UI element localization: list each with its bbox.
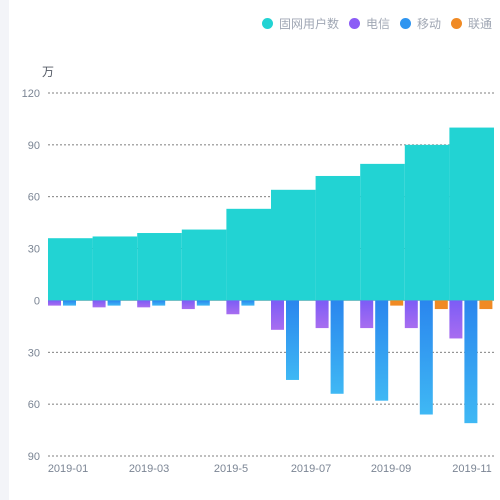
bar-fixed-network (181, 229, 227, 301)
y-tick-label: 90 (28, 451, 40, 463)
legend-item-unicom[interactable]: 联通 (450, 15, 492, 32)
y-tick-label: 0 (34, 295, 40, 307)
bar-unicom (390, 300, 404, 306)
bar-mobile (241, 300, 255, 306)
bar-mobile (330, 300, 344, 394)
chart-legend: 固网用户数 电信 移动 联通 (252, 15, 492, 32)
bar-mobile (419, 300, 433, 415)
bar-telecom (92, 300, 106, 308)
legend-label-unicom: 联通 (467, 17, 492, 31)
legend-label-fixed-network: 固网用户数 (278, 17, 339, 31)
legend-item-fixed-network[interactable]: 固网用户数 (261, 15, 339, 32)
y-tick-label: 30 (28, 347, 40, 359)
bar-unicom (434, 300, 448, 310)
legend-swatch-mobile (399, 18, 411, 29)
bar-fixed-network (449, 127, 494, 301)
y-tick-label: 120 (22, 88, 40, 100)
bar-mobile (375, 300, 389, 401)
x-tick-label: 2019-09 (371, 463, 411, 475)
bar-fixed-network (92, 236, 138, 301)
y-tick-label: 30 (28, 244, 40, 256)
x-tick-label: 2019-03 (129, 463, 169, 475)
bar-telecom (404, 300, 418, 329)
bar-telecom (48, 300, 61, 306)
left-panel-edge (0, 0, 9, 500)
bar-telecom (315, 300, 329, 329)
y-tick-label: 60 (28, 192, 40, 204)
legend-item-mobile[interactable]: 移动 (399, 15, 441, 32)
bar-mobile (152, 300, 166, 306)
y-tick-label: 60 (28, 399, 40, 411)
bar-mobile (286, 300, 299, 380)
x-tick-label: 2019-11 (452, 463, 492, 475)
bar-fixed-network (226, 208, 271, 301)
bar-fixed-network (404, 144, 450, 301)
bar-fixed-network (360, 163, 405, 301)
bar-fixed-network (315, 175, 361, 301)
bar-telecom (226, 300, 240, 315)
legend-label-telecom: 电信 (365, 17, 390, 31)
bar-telecom (137, 300, 151, 308)
bar-mobile (107, 300, 121, 306)
legend-label-mobile: 移动 (416, 17, 441, 31)
legend-item-telecom[interactable]: 电信 (348, 15, 390, 32)
bar-telecom (449, 300, 463, 339)
bar-mobile (464, 300, 478, 424)
legend-swatch-unicom (450, 18, 462, 29)
bar-fixed-network (271, 189, 316, 301)
x-tick-label: 2019-01 (48, 463, 88, 475)
x-tick-label: 2019-07 (291, 463, 331, 475)
bar-fixed-network (48, 238, 93, 301)
bar-telecom (360, 300, 374, 329)
x-tick-label: 2019-5 (214, 463, 248, 475)
bar-unicom (479, 300, 493, 310)
y-tick-label: 90 (28, 140, 40, 152)
bar-telecom (271, 300, 284, 330)
bar-mobile (63, 300, 76, 306)
y-axis-unit-label: 万 (42, 65, 55, 79)
bar-fixed-network (137, 233, 182, 301)
bar-mobile (196, 300, 210, 306)
legend-swatch-telecom (348, 18, 360, 29)
bar-telecom (181, 300, 195, 310)
legend-swatch-fixed-network (261, 18, 273, 29)
